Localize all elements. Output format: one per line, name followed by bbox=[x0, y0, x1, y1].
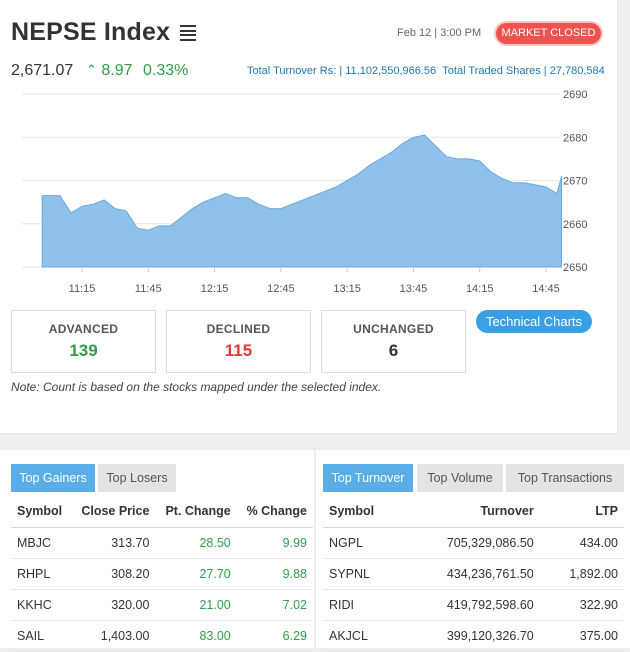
tab-top-transactions[interactable]: Top Transactions bbox=[506, 464, 624, 492]
index-chart[interactable]: 11:15 11:45 12:15 12:45 13:15 13:45 14:15 14:45… bbox=[0, 84, 618, 299]
value-cell: 9.99 bbox=[236, 527, 313, 559]
x-tick-label: 12:15 bbox=[201, 283, 229, 295]
col-symbol[interactable]: Symbol bbox=[11, 496, 72, 528]
tab-top-turnover[interactable]: Top Turnover bbox=[323, 464, 413, 492]
up-arrow-icon: ⌃ bbox=[86, 62, 97, 77]
value-cell: 28.50 bbox=[155, 527, 237, 559]
value-cell: 705,329,086.50 bbox=[402, 527, 540, 559]
y-axis-ticks: 2690 2680 2670 2660 2650 bbox=[563, 89, 587, 274]
value-cell: 27.70 bbox=[155, 558, 237, 590]
declined-value: 115 bbox=[224, 341, 253, 360]
value-cell: 320.00 bbox=[71, 589, 156, 621]
value-cell: 375.00 bbox=[539, 620, 624, 652]
declined-box: DECLINED 115 bbox=[166, 310, 311, 373]
total-traded-shares: Total Traded Shares | 27,780,584 bbox=[442, 65, 605, 77]
turnover-panel: Top Turnover Top Volume Top Transactions… bbox=[316, 450, 630, 652]
x-tick-label: 14:45 bbox=[532, 283, 560, 295]
unchanged-box: UNCHANGED 6 bbox=[321, 310, 466, 373]
y-tick-label: 2670 bbox=[563, 176, 587, 188]
value-cell: 419,792,598.60 bbox=[402, 589, 540, 621]
y-tick-label: 2660 bbox=[563, 219, 587, 231]
advanced-label: ADVANCED bbox=[48, 322, 119, 336]
advanced-value: 139 bbox=[69, 341, 98, 360]
value-cell: 9.88 bbox=[236, 558, 313, 590]
value-cell: 1,892.00 bbox=[539, 558, 624, 590]
total-turnover: Total Turnover Rs: | 11,102,550,966.56 bbox=[247, 65, 437, 77]
table-row[interactable]: RIDI 419,792,598.60 322.90 bbox=[323, 589, 624, 621]
value-cell: 1,403.00 bbox=[71, 620, 156, 652]
market-status-badge: MARKET CLOSED bbox=[496, 23, 601, 44]
symbol-cell[interactable]: RHPL bbox=[11, 558, 72, 590]
col-pt-change[interactable]: Pt. Change bbox=[155, 496, 237, 528]
gainers-panel: Top Gainers Top Losers Symbol Close Pric… bbox=[0, 450, 314, 652]
menu-icon[interactable] bbox=[180, 25, 196, 41]
value-cell: 6.29 bbox=[236, 620, 313, 652]
value-cell: 399,120,326.70 bbox=[402, 620, 540, 652]
value-cell: 21.00 bbox=[155, 589, 237, 621]
value-cell: 322.90 bbox=[539, 589, 624, 621]
index-percent-change: 0.33% bbox=[143, 62, 189, 79]
tab-top-losers[interactable]: Top Losers bbox=[98, 464, 176, 492]
value-cell: 313.70 bbox=[71, 527, 156, 559]
y-tick-label: 2650 bbox=[563, 262, 587, 274]
value-cell: 434.00 bbox=[539, 527, 624, 559]
col-close-price[interactable]: Close Price bbox=[71, 496, 156, 528]
table-row[interactable]: NGPL 705,329,086.50 434.00 bbox=[323, 527, 624, 559]
unchanged-value: 6 bbox=[388, 341, 399, 360]
page-title: NEPSE Index bbox=[11, 18, 171, 46]
symbol-cell[interactable]: SYPNL bbox=[323, 558, 403, 590]
tab-top-volume[interactable]: Top Volume bbox=[417, 464, 503, 492]
table-row[interactable]: MBJC 313.70 28.50 9.99 bbox=[11, 527, 313, 559]
symbol-cell[interactable]: AKJCL bbox=[323, 620, 403, 652]
table-header-row: Symbol Close Price Pt. Change % Change bbox=[11, 496, 313, 528]
technical-charts-button[interactable]: Technical Charts bbox=[476, 310, 592, 333]
x-tick-label: 11:45 bbox=[135, 283, 162, 295]
col-symbol[interactable]: Symbol bbox=[323, 496, 403, 528]
value-cell: 7.02 bbox=[236, 589, 313, 621]
index-value: 2,671.07 bbox=[11, 62, 74, 79]
table-row[interactable]: SYPNL 434,236,761.50 1,892.00 bbox=[323, 558, 624, 590]
x-tick-label: 12:45 bbox=[267, 283, 295, 295]
turnover-table: Symbol Turnover LTP NGPL 705,329,086.50 43… bbox=[323, 496, 624, 652]
index-change: ⌃ 8.97 bbox=[86, 62, 133, 80]
col-pct-change[interactable]: % Change bbox=[236, 496, 313, 528]
col-ltp[interactable]: LTP bbox=[539, 496, 624, 528]
table-row[interactable]: KKHC 320.00 21.00 7.02 bbox=[11, 589, 313, 621]
turnover-summary: Total Turnover Rs: | 11,102,550,966.56 T… bbox=[247, 65, 605, 77]
symbol-cell[interactable]: NGPL bbox=[323, 527, 403, 559]
x-tick-label: 13:15 bbox=[333, 283, 361, 295]
tab-top-gainers[interactable]: Top Gainers bbox=[11, 464, 95, 492]
count-note: Note: Count is based on the stocks mappe… bbox=[11, 380, 382, 394]
symbol-cell[interactable]: MBJC bbox=[11, 527, 72, 559]
nepse-index-card: NEPSE Index Feb 12 | 3:00 PM MARKET CLOS… bbox=[0, 0, 618, 434]
table-row[interactable]: AKJCL 399,120,326.70 375.00 bbox=[323, 620, 624, 652]
gainers-table: Symbol Close Price Pt. Change % Change M… bbox=[11, 496, 313, 652]
index-change-value: 8.97 bbox=[101, 62, 133, 79]
unchanged-label: UNCHANGED bbox=[353, 322, 434, 336]
symbol-cell[interactable]: KKHC bbox=[11, 589, 72, 621]
x-axis-ticks: 11:15 11:45 12:15 12:45 13:15 13:45 14:15 14:45 bbox=[69, 267, 560, 295]
value-cell: 308.20 bbox=[71, 558, 156, 590]
index-area-series bbox=[41, 134, 562, 268]
market-datetime: Feb 12 | 3:00 PM bbox=[397, 27, 482, 39]
declined-label: DECLINED bbox=[206, 322, 271, 336]
x-tick-label: 11:15 bbox=[69, 283, 96, 295]
table-row[interactable]: RHPL 308.20 27.70 9.88 bbox=[11, 558, 313, 590]
x-tick-label: 14:15 bbox=[466, 283, 494, 295]
table-header-row: Symbol Turnover LTP bbox=[323, 496, 624, 528]
value-cell: 434,236,761.50 bbox=[402, 558, 540, 590]
advanced-box: ADVANCED 139 bbox=[11, 310, 156, 373]
y-tick-label: 2690 bbox=[563, 89, 587, 101]
table-row[interactable]: SAIL 1,403.00 83.00 6.29 bbox=[11, 620, 313, 652]
y-tick-label: 2680 bbox=[563, 132, 587, 144]
col-turnover[interactable]: Turnover bbox=[402, 496, 540, 528]
symbol-cell[interactable]: RIDI bbox=[323, 589, 403, 621]
value-cell: 83.00 bbox=[155, 620, 237, 652]
symbol-cell[interactable]: SAIL bbox=[11, 620, 72, 652]
x-tick-label: 13:45 bbox=[400, 283, 428, 295]
